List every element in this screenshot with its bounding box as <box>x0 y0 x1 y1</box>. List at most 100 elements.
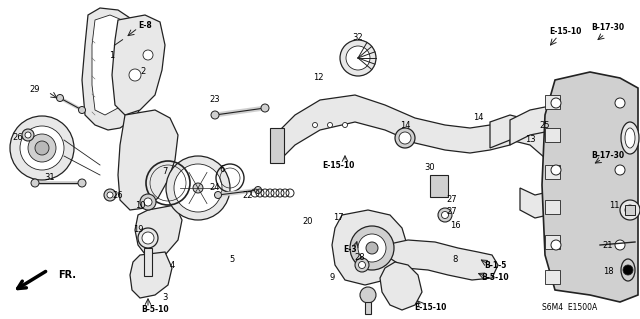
Circle shape <box>346 46 370 70</box>
Circle shape <box>625 205 635 215</box>
Text: 4: 4 <box>170 261 175 270</box>
Circle shape <box>138 228 158 248</box>
Circle shape <box>35 141 49 155</box>
Text: 27: 27 <box>447 196 458 204</box>
Polygon shape <box>92 15 133 115</box>
Text: 3: 3 <box>163 293 168 302</box>
Text: 7: 7 <box>163 167 168 176</box>
Text: 25: 25 <box>540 121 550 130</box>
Ellipse shape <box>625 128 635 148</box>
Bar <box>144 248 152 276</box>
Text: B-17-30: B-17-30 <box>591 151 625 160</box>
Polygon shape <box>130 252 172 298</box>
Text: 20: 20 <box>303 218 313 226</box>
Circle shape <box>20 126 64 170</box>
Circle shape <box>551 165 561 175</box>
Bar <box>545 95 560 109</box>
Circle shape <box>442 211 449 219</box>
Text: 24: 24 <box>210 183 220 192</box>
Text: 26: 26 <box>13 133 23 143</box>
Text: 16: 16 <box>450 220 460 229</box>
Text: 18: 18 <box>603 268 613 277</box>
Circle shape <box>328 122 333 128</box>
Text: 11: 11 <box>609 201 620 210</box>
Polygon shape <box>332 210 408 285</box>
Text: 2: 2 <box>140 68 146 77</box>
Circle shape <box>193 183 203 193</box>
Text: B-17-30: B-17-30 <box>591 24 625 33</box>
Text: 9: 9 <box>330 273 335 283</box>
Text: E-15-10: E-15-10 <box>549 27 581 36</box>
Text: 32: 32 <box>353 33 364 42</box>
Circle shape <box>551 240 561 250</box>
Circle shape <box>143 50 153 60</box>
Circle shape <box>214 191 221 198</box>
Text: 21: 21 <box>603 241 613 249</box>
Text: E-8: E-8 <box>138 20 152 29</box>
Polygon shape <box>510 105 632 148</box>
Text: E-15-10: E-15-10 <box>414 303 446 313</box>
Circle shape <box>144 198 152 206</box>
Circle shape <box>350 226 394 270</box>
Circle shape <box>140 194 156 210</box>
Circle shape <box>438 208 452 222</box>
Circle shape <box>255 187 262 194</box>
Circle shape <box>25 132 31 138</box>
Circle shape <box>261 104 269 112</box>
Bar <box>365 302 371 314</box>
Ellipse shape <box>621 259 635 281</box>
Text: 26: 26 <box>113 190 124 199</box>
Text: 22: 22 <box>243 190 253 199</box>
Polygon shape <box>118 110 178 210</box>
Circle shape <box>104 189 116 201</box>
Circle shape <box>358 234 386 262</box>
Circle shape <box>399 132 411 144</box>
Circle shape <box>174 164 222 212</box>
Circle shape <box>615 165 625 175</box>
Circle shape <box>355 258 369 272</box>
Text: B-5-10: B-5-10 <box>481 273 509 283</box>
Text: 14: 14 <box>473 114 483 122</box>
Circle shape <box>166 156 230 220</box>
Text: 13: 13 <box>525 136 535 145</box>
Text: B-1-5: B-1-5 <box>484 261 506 270</box>
Circle shape <box>623 265 633 275</box>
Circle shape <box>10 116 74 180</box>
Text: 17: 17 <box>333 213 343 222</box>
Text: 1: 1 <box>109 50 115 60</box>
Circle shape <box>358 262 365 269</box>
Circle shape <box>615 98 625 108</box>
Circle shape <box>366 242 378 254</box>
Text: 6: 6 <box>220 166 225 174</box>
Circle shape <box>615 240 625 250</box>
Text: 19: 19 <box>132 226 143 234</box>
Bar <box>545 165 560 179</box>
Text: S6M4  E1500A: S6M4 E1500A <box>542 303 598 313</box>
Circle shape <box>28 134 56 162</box>
Text: 29: 29 <box>29 85 40 94</box>
Text: 27: 27 <box>447 207 458 217</box>
Circle shape <box>551 98 561 108</box>
Text: 12: 12 <box>313 73 323 83</box>
Circle shape <box>342 122 348 128</box>
Bar <box>545 235 560 249</box>
Polygon shape <box>112 15 165 115</box>
Text: 5: 5 <box>229 256 235 264</box>
Text: FR.: FR. <box>58 270 76 280</box>
Text: 30: 30 <box>425 164 435 173</box>
Circle shape <box>31 179 39 187</box>
Circle shape <box>142 232 154 244</box>
Circle shape <box>22 129 34 141</box>
Polygon shape <box>82 8 148 130</box>
Circle shape <box>312 122 317 128</box>
Text: 23: 23 <box>210 95 220 105</box>
Polygon shape <box>135 205 182 258</box>
Polygon shape <box>380 262 422 310</box>
Circle shape <box>211 111 219 119</box>
Bar <box>430 175 448 197</box>
Polygon shape <box>542 72 638 302</box>
Circle shape <box>360 287 376 303</box>
Text: 28: 28 <box>355 254 365 263</box>
Text: 10: 10 <box>135 201 145 210</box>
Circle shape <box>56 94 63 101</box>
